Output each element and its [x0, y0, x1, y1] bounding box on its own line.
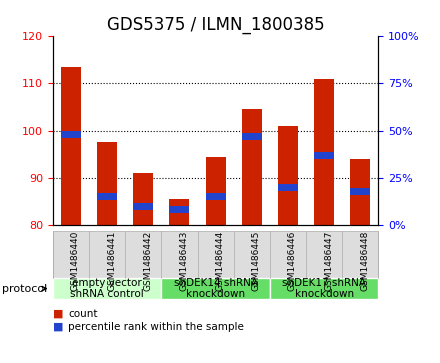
Title: GDS5375 / ILMN_1800385: GDS5375 / ILMN_1800385 — [107, 16, 324, 34]
Text: GSM1486442: GSM1486442 — [143, 231, 152, 291]
Text: GSM1486444: GSM1486444 — [216, 231, 224, 291]
Bar — [97, 142, 117, 225]
Bar — [278, 184, 298, 191]
Text: GSM1486445: GSM1486445 — [252, 231, 261, 291]
Bar — [242, 109, 262, 225]
Bar — [169, 207, 189, 213]
Text: count: count — [68, 309, 98, 319]
Text: empty vector
shRNA control: empty vector shRNA control — [70, 278, 144, 299]
Bar — [242, 133, 262, 140]
Text: GSM1486448: GSM1486448 — [360, 231, 369, 291]
Bar — [97, 193, 117, 200]
Text: GSM1486440: GSM1486440 — [71, 231, 80, 291]
Text: GSM1486441: GSM1486441 — [107, 231, 116, 291]
Text: percentile rank within the sample: percentile rank within the sample — [68, 322, 244, 332]
Bar — [314, 79, 334, 225]
Bar — [350, 159, 370, 225]
Bar — [61, 131, 81, 138]
Bar — [314, 152, 334, 159]
Text: ■: ■ — [53, 309, 63, 319]
Text: shDEK14 shRNA
knockdown: shDEK14 shRNA knockdown — [174, 278, 257, 299]
Bar — [278, 126, 298, 225]
Bar — [133, 173, 153, 225]
Bar — [169, 199, 189, 225]
Text: GSM1486443: GSM1486443 — [180, 231, 188, 291]
Bar — [205, 156, 226, 225]
Text: GSM1486447: GSM1486447 — [324, 231, 333, 291]
Bar — [350, 188, 370, 195]
Text: protocol: protocol — [2, 284, 48, 294]
Text: shDEK17 shRNA
knockdown: shDEK17 shRNA knockdown — [282, 278, 366, 299]
Bar — [61, 67, 81, 225]
Bar — [133, 203, 153, 210]
Bar — [205, 193, 226, 200]
Text: ■: ■ — [53, 322, 63, 332]
Text: GSM1486446: GSM1486446 — [288, 231, 297, 291]
